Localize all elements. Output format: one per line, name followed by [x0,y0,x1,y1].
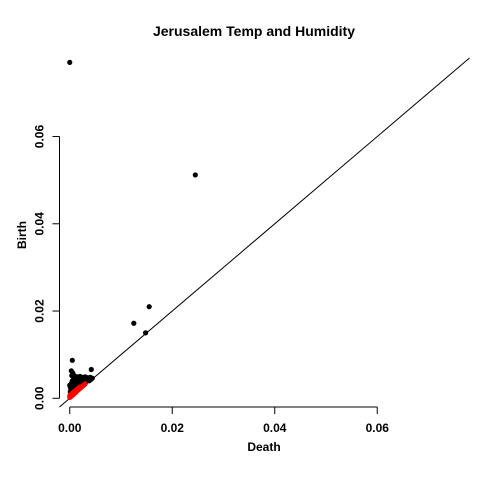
data-point [67,59,73,65]
data-point [88,376,94,383]
x-tick-label: 0.00 [58,421,82,435]
data-point [143,330,149,336]
data-point [69,357,75,363]
y-tick-label: 0.04 [33,212,47,236]
diagonal-reference-line [59,57,470,408]
x-tick-label: 0.02 [161,421,185,435]
data-point [146,304,152,310]
data-point [74,386,81,392]
chart-title: Jerusalem Temp and Humidity [153,23,355,39]
x-axis-label: Death [247,440,280,454]
axes: 0.00 0.02 0.04 0.06 0.00 0.02 0.04 0.06 [33,125,390,435]
y-tick-label: 0.02 [33,299,47,323]
y-axis-label: Birth [15,221,29,249]
x-tick-label: 0.06 [366,421,390,435]
data-point [67,384,73,390]
x-tick-label: 0.04 [263,421,287,435]
data-point [88,366,94,373]
data-points [67,59,198,401]
data-point [131,320,137,326]
data-point [80,376,87,382]
data-point [192,172,198,178]
diagonal-line [59,57,470,408]
y-tick-label: 0.06 [33,125,47,149]
y-tick-label: 0.00 [33,386,47,410]
series-2-points [67,381,88,401]
data-point [82,381,88,387]
